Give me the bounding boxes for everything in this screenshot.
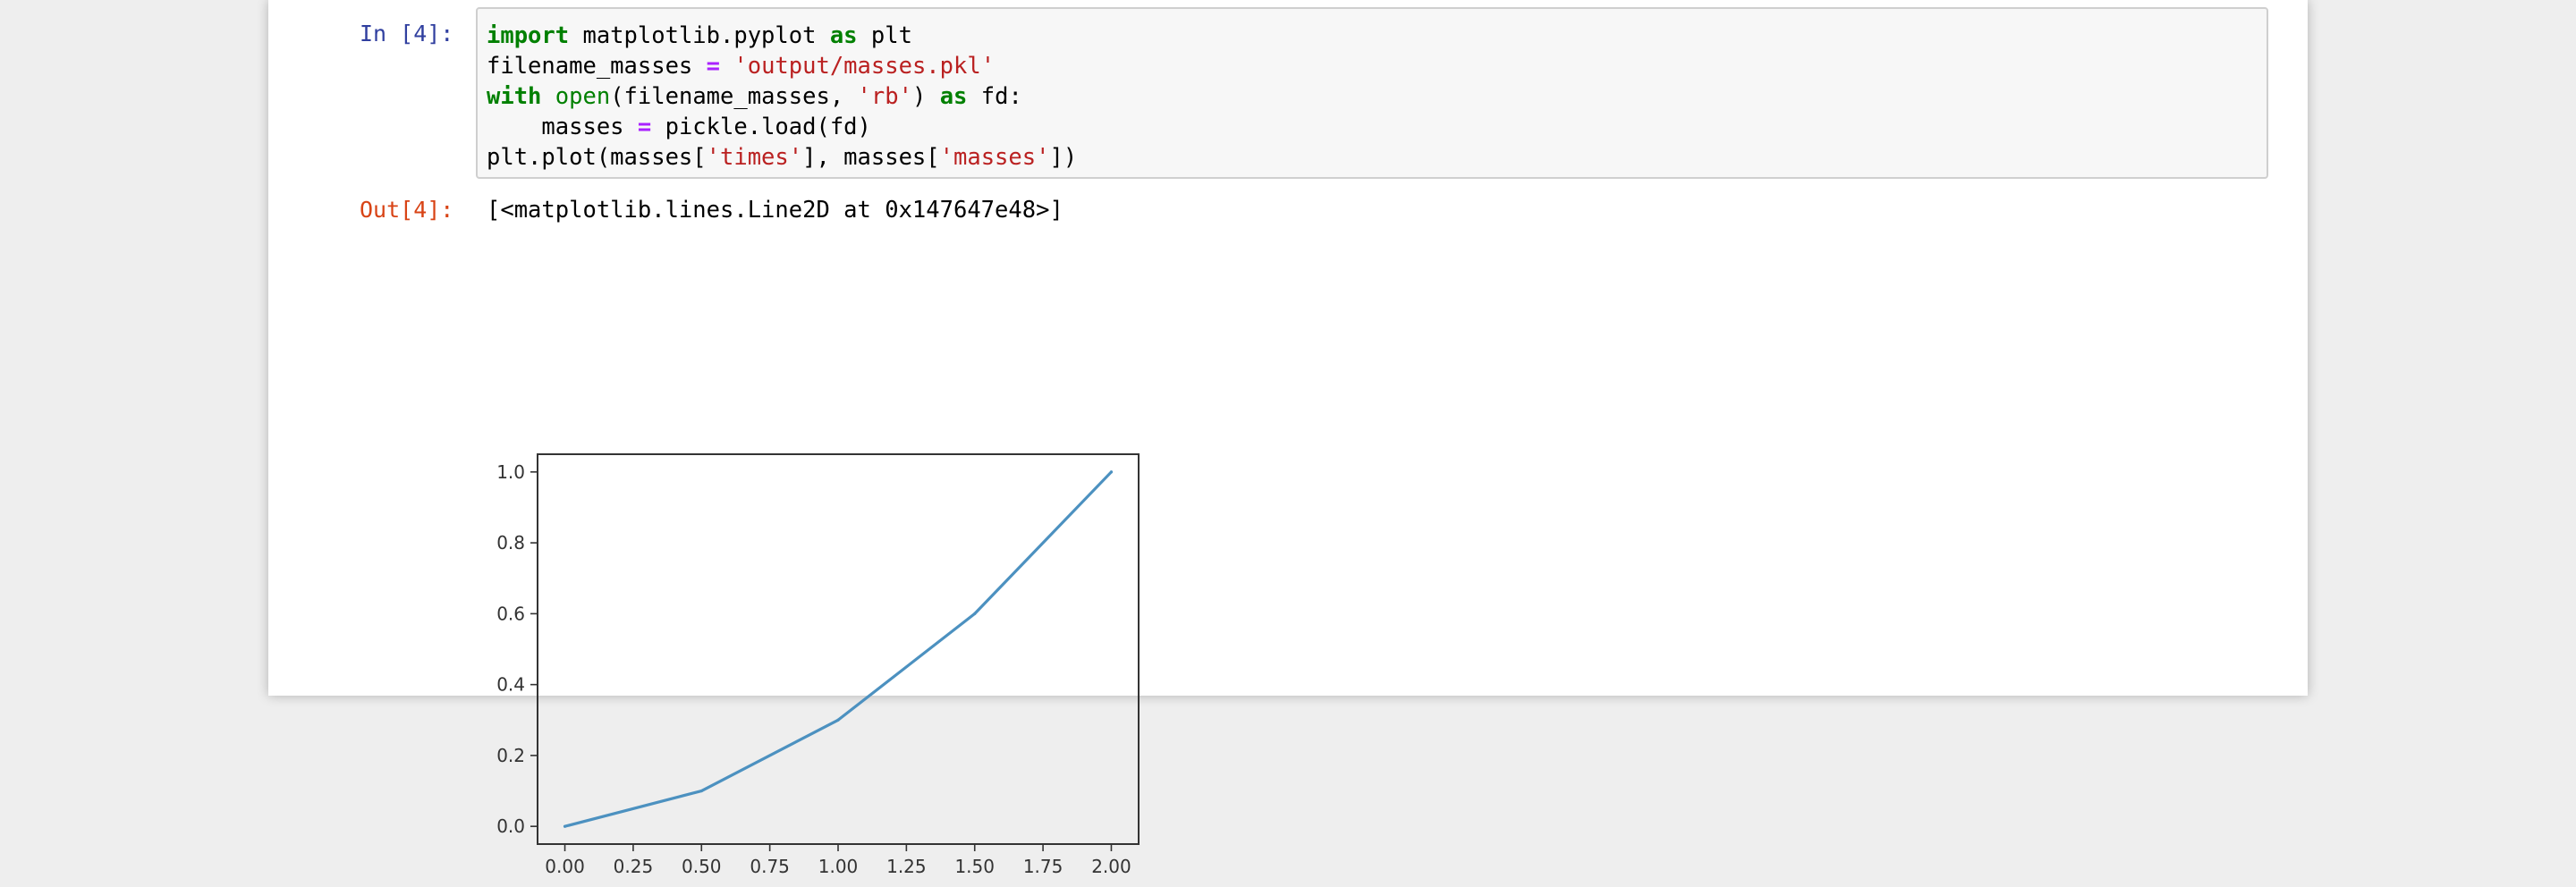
plot-frame bbox=[537, 453, 1140, 845]
code-line-2: filename_masses = 'output/masses.pkl' bbox=[487, 51, 2258, 81]
data-point bbox=[836, 718, 840, 722]
code-text: (filename_masses, bbox=[610, 83, 858, 110]
x-tick-label: 1.25 bbox=[886, 856, 927, 877]
x-tick-label: 0.00 bbox=[545, 856, 585, 877]
code-text: ) bbox=[911, 83, 940, 110]
output-area: Out[4]: [<matplotlib.lines.Line2D at 0x1… bbox=[268, 195, 2308, 877]
code-text: plt bbox=[857, 22, 912, 49]
input-prompt: In [4]: bbox=[360, 21, 454, 46]
data-point bbox=[1109, 470, 1114, 474]
data-point bbox=[699, 789, 703, 793]
x-tick-label: 1.50 bbox=[954, 856, 995, 877]
code-line-4: masses = pickle.load(fd) bbox=[487, 112, 2258, 142]
data-point bbox=[563, 824, 567, 828]
x-tick-label: 0.50 bbox=[682, 856, 722, 877]
series-line bbox=[563, 470, 1114, 828]
operator: = bbox=[637, 114, 652, 140]
string-literal: 'rb' bbox=[857, 83, 912, 110]
code-text: filename_masses bbox=[487, 53, 707, 80]
y-tick-label: 0.4 bbox=[496, 674, 525, 696]
code-text: masses bbox=[487, 114, 638, 140]
keyword: with bbox=[487, 83, 542, 110]
code-text: matplotlib.pyplot bbox=[569, 22, 830, 49]
code-line-1: import matplotlib.pyplot as plt bbox=[487, 21, 2258, 51]
x-tick-label: 0.25 bbox=[614, 856, 654, 877]
y-tick-label: 0.8 bbox=[496, 532, 525, 553]
x-tick-label: 1.75 bbox=[1023, 856, 1063, 877]
code-line-3: with open(filename_masses, 'rb') as fd: bbox=[487, 81, 2258, 112]
string-literal: 'masses' bbox=[939, 144, 1050, 171]
code-cell[interactable]: In [4]: import matplotlib.pyplot as plt … bbox=[268, 0, 2308, 188]
code-text: pickle.load(fd) bbox=[651, 114, 871, 140]
code-line-5: plt.plot(masses['times'], masses['masses… bbox=[487, 142, 2258, 173]
data-point bbox=[973, 612, 977, 615]
code-text: fd: bbox=[967, 83, 1022, 110]
code-text: ]) bbox=[1049, 144, 1078, 171]
builtin: open bbox=[555, 83, 611, 110]
output-prompt: Out[4]: bbox=[360, 197, 454, 223]
y-tick-label: 0.6 bbox=[496, 603, 525, 624]
x-tick-label: 0.75 bbox=[750, 856, 790, 877]
code-text bbox=[541, 83, 555, 110]
keyword: import bbox=[487, 22, 570, 49]
x-tick-label: 2.00 bbox=[1091, 856, 1131, 877]
keyword: as bbox=[939, 83, 968, 110]
y-tick-label: 0.0 bbox=[496, 815, 525, 837]
output-text: [<matplotlib.lines.Line2D at 0x147647e48… bbox=[487, 197, 1063, 224]
code-text bbox=[720, 53, 733, 80]
y-tick-label: 1.0 bbox=[496, 461, 525, 483]
x-tick-label: 1.00 bbox=[818, 856, 859, 877]
string-literal: 'output/masses.pkl' bbox=[733, 53, 996, 80]
string-literal: 'times' bbox=[706, 144, 803, 171]
code-text: ], masses[ bbox=[802, 144, 940, 171]
y-tick-label: 0.2 bbox=[496, 745, 525, 766]
code-text: plt.plot(masses[ bbox=[487, 144, 707, 171]
line-chart: 0.00 0.25 0.50 0.75 1.00 1.25 1.50 1.75 2.00 0.0 0… bbox=[496, 453, 1140, 877]
code-editor[interactable]: import matplotlib.pyplot as plt filename… bbox=[476, 7, 2268, 179]
notebook-container: In [4]: import matplotlib.pyplot as plt … bbox=[268, 0, 2308, 877]
operator: = bbox=[706, 53, 720, 80]
keyword: as bbox=[829, 22, 858, 49]
